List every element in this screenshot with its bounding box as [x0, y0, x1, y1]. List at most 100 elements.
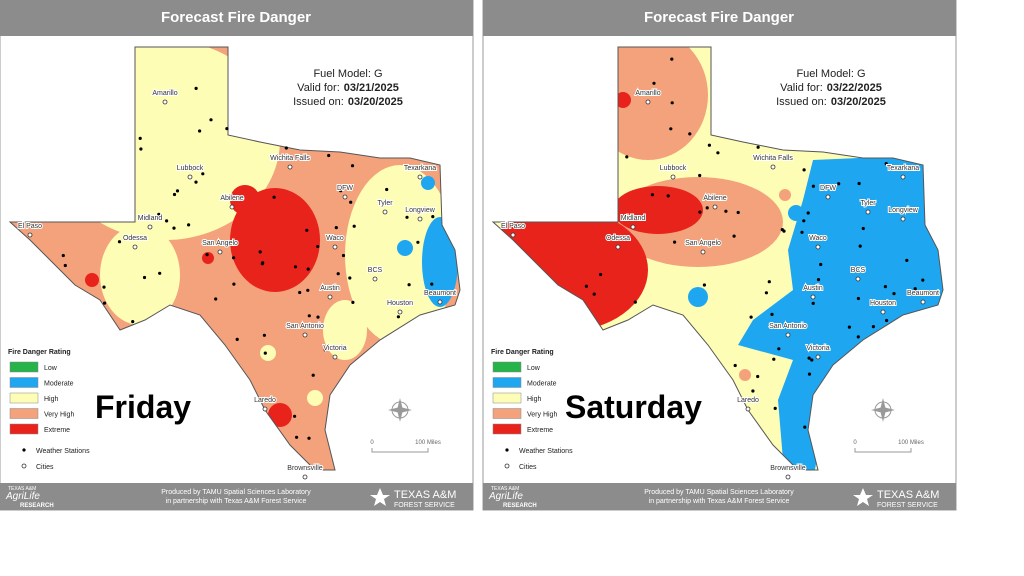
city-label: Beaumont	[424, 290, 456, 297]
city-label: San Angelo	[685, 240, 721, 247]
weather-station	[625, 155, 629, 159]
city-label: Odessa	[606, 235, 630, 242]
weather-station	[316, 244, 320, 249]
weather-station	[194, 86, 198, 90]
city-marker	[147, 224, 153, 230]
city-marker	[645, 99, 651, 105]
weather-station	[816, 278, 821, 282]
legend-label: Low	[44, 365, 58, 372]
legend-label: High	[527, 396, 542, 403]
weather-station	[871, 325, 875, 329]
weather-station	[307, 436, 311, 440]
legend-swatch	[492, 408, 522, 419]
scale-bar	[854, 448, 912, 453]
north-arrow	[388, 398, 412, 422]
weather-station	[633, 300, 637, 304]
legend-swatch	[9, 361, 39, 373]
legend-swatch	[9, 392, 39, 404]
weather-station	[650, 193, 654, 197]
weather-station	[142, 275, 147, 280]
weather-station	[592, 292, 596, 296]
weather-station	[201, 172, 205, 176]
logo-star	[370, 488, 390, 506]
city-marker	[397, 309, 403, 315]
weather-station	[405, 215, 409, 219]
weather-station	[666, 194, 670, 198]
city-marker	[302, 332, 308, 338]
weather-station	[272, 195, 276, 199]
logo-left-bottom: RESEARCH	[20, 503, 54, 509]
city-label: Amarillo	[152, 90, 177, 97]
weather-station	[205, 253, 209, 257]
weather-station	[190, 167, 195, 171]
weather-station	[214, 297, 218, 301]
city-label: Tyler	[377, 200, 393, 207]
issued-line: Issued on: 03/20/2025	[776, 96, 886, 108]
weather-station	[323, 348, 327, 352]
issued-line: Issued on: 03/20/2025	[293, 96, 403, 108]
weather-station	[707, 143, 711, 147]
weather-station	[800, 230, 804, 234]
footer-bar	[0, 483, 473, 510]
legend-swatch	[492, 377, 522, 388]
city-label: Wichita Falls	[270, 155, 310, 162]
weather-station	[407, 283, 411, 287]
weather-station	[295, 435, 299, 439]
weather-station	[351, 300, 355, 304]
city-label: Houston	[870, 300, 896, 307]
city-label: Austin	[320, 285, 340, 292]
map-title: Forecast Fire Danger	[161, 9, 311, 26]
city-marker	[615, 244, 621, 250]
weather-station	[158, 271, 162, 275]
weather-station	[225, 127, 229, 131]
logo-right-main: TEXAS A&M	[877, 489, 939, 501]
weather-station	[652, 81, 656, 85]
legend-station-dot	[22, 448, 26, 452]
city-label: Waco	[809, 235, 827, 242]
scale-start: 0	[853, 440, 857, 446]
city-marker	[900, 174, 906, 180]
valid-line: Valid for: 03/21/2025	[297, 82, 399, 94]
footer-line: in partnership with Texas A&M Forest Ser…	[166, 498, 307, 505]
weather-station	[807, 356, 811, 360]
logo-left-top: TEXAS A&M	[8, 486, 36, 492]
city-marker	[162, 99, 168, 105]
weather-station	[307, 314, 311, 318]
city-marker	[785, 332, 791, 338]
city-marker	[382, 209, 388, 215]
weather-station	[732, 234, 736, 238]
city-label: Amarillo	[635, 90, 660, 97]
footer-line: Produced by TAMU Spatial Sciences Labora…	[161, 489, 311, 496]
issued-date: 03/20/2025	[348, 96, 403, 108]
logo-right-sub: FOREST SERVICE	[877, 502, 938, 509]
city-marker	[187, 174, 193, 180]
logo-star	[853, 488, 873, 506]
weather-station	[584, 284, 588, 288]
header-bar	[0, 0, 473, 36]
city-label: Brownsville	[287, 465, 323, 472]
weather-station	[885, 318, 889, 323]
weather-station	[385, 187, 389, 192]
legend-label: High	[44, 396, 59, 403]
weather-station	[235, 337, 239, 341]
weather-station	[837, 182, 841, 186]
weather-station	[172, 226, 176, 230]
city-label: Texarkana	[404, 165, 436, 172]
legend-cities: Cities	[36, 464, 54, 471]
weather-station	[350, 164, 355, 168]
city-label: DFW	[337, 185, 353, 192]
city-marker	[327, 294, 333, 300]
legend-cities: Cities	[519, 464, 537, 471]
weather-station	[857, 181, 861, 186]
city-marker	[342, 194, 348, 200]
footer-line: in partnership with Texas A&M Forest Ser…	[649, 498, 790, 505]
weather-station	[198, 129, 202, 133]
city-marker	[700, 249, 706, 255]
weather-station	[187, 223, 191, 227]
city-label: Longview	[405, 207, 436, 214]
valid-label: Valid for:	[780, 82, 823, 94]
legend-swatch	[492, 392, 522, 404]
logo-left-bottom: RESEARCH	[503, 503, 537, 509]
weather-station	[702, 283, 706, 287]
city-marker	[630, 224, 636, 230]
